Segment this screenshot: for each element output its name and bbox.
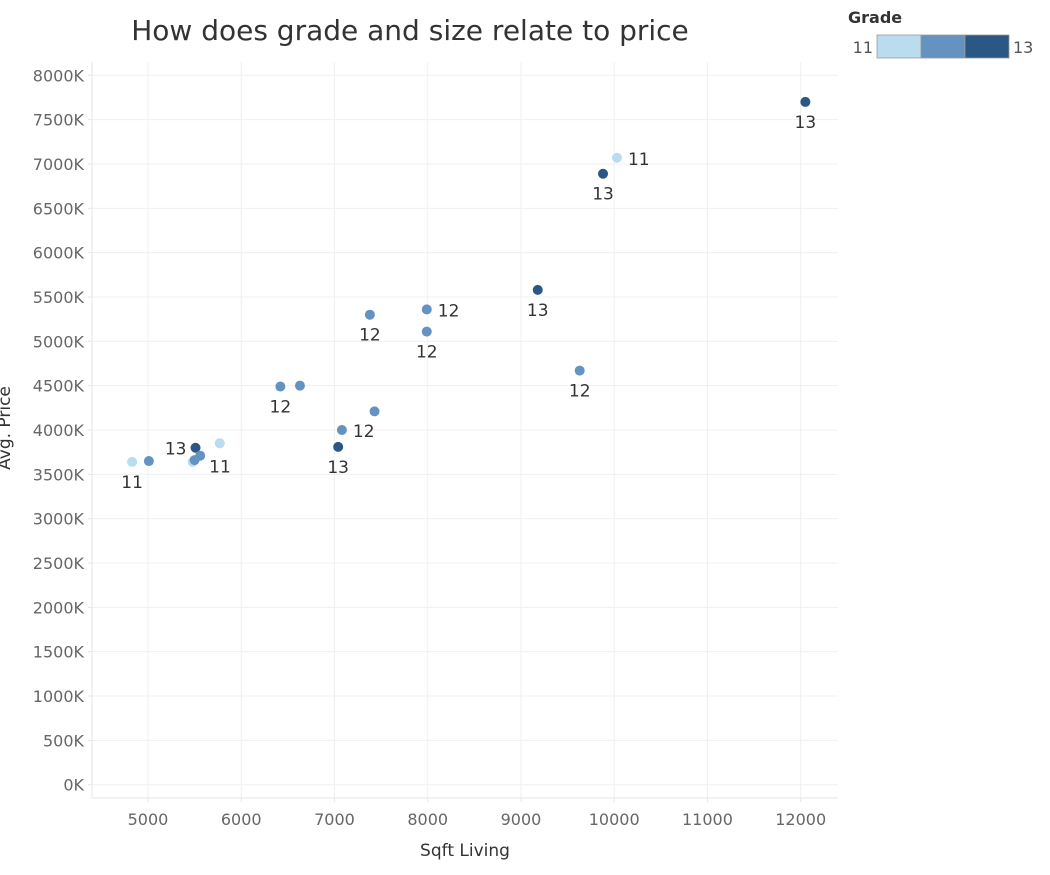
- scatter-point-grade-11[interactable]: [127, 456, 138, 467]
- y-tick-label: 6000K: [33, 244, 85, 263]
- y-tick-label: 5000K: [33, 332, 85, 351]
- scatter-point-grade-13[interactable]: [532, 284, 543, 295]
- grid-lines: [92, 62, 838, 798]
- legend-title: Grade: [848, 8, 902, 27]
- x-tick-label: 5000: [128, 810, 169, 829]
- scatter-point-grade-12[interactable]: [369, 406, 380, 417]
- scatter-point-grade-12[interactable]: [294, 380, 305, 391]
- y-tick-label: 4000K: [33, 421, 85, 440]
- scatter-point-grade-13[interactable]: [190, 442, 201, 453]
- scatter-point-grade-11[interactable]: [214, 438, 225, 449]
- y-tick-label: 0K: [63, 776, 84, 795]
- x-tick-label: 12000: [775, 810, 826, 829]
- y-tick-label: 500K: [43, 731, 85, 750]
- x-tick-label: 10000: [589, 810, 640, 829]
- point-label: 11: [628, 150, 650, 170]
- point-label: 13: [527, 301, 549, 321]
- legend-swatch-grade-13: [964, 34, 1010, 59]
- y-tick-label: 2500K: [33, 554, 85, 573]
- y-tick-label: 6500K: [33, 199, 85, 218]
- x-tick-label: 7000: [314, 810, 355, 829]
- point-label: 12: [353, 422, 375, 442]
- point-label: 13: [165, 440, 187, 460]
- x-tick-label: 6000: [221, 810, 262, 829]
- x-tick-label: 9000: [501, 810, 542, 829]
- chart-title: How does grade and size relate to price: [131, 14, 689, 47]
- point-label: 12: [416, 343, 438, 363]
- x-tick-label: 11000: [682, 810, 733, 829]
- y-tick-label: 4500K: [33, 377, 85, 396]
- y-tick-label: 1500K: [33, 643, 85, 662]
- point-label: 13: [795, 113, 817, 133]
- scatter-point-grade-12[interactable]: [336, 425, 347, 435]
- scatter-point-grade-12[interactable]: [574, 365, 585, 376]
- scatter-point-grade-12[interactable]: [421, 304, 432, 315]
- x-tick-label: 8000: [407, 810, 448, 829]
- x-axis-ticks: 5000 6000 7000 8000 9000 10000 11000 12000: [128, 798, 826, 829]
- scatter-point-grade-12[interactable]: [421, 326, 432, 337]
- y-tick-label: 5500K: [33, 288, 85, 307]
- grade-legend[interactable]: Grade 11 13: [848, 8, 1033, 59]
- data-points: [127, 96, 811, 467]
- point-label: 12: [438, 301, 460, 321]
- y-tick-label: 8000K: [33, 66, 85, 85]
- legend-min-label: 11: [853, 38, 873, 57]
- point-label: 11: [209, 458, 231, 478]
- y-axis-ticks: 0K 500K 1000K 1500K 2000K 2500K 3000K 3500K 4000…: [33, 66, 92, 795]
- scatter-point-grade-13[interactable]: [800, 96, 811, 107]
- x-axis-label: Sqft Living: [420, 841, 510, 861]
- scatter-point-grade-13[interactable]: [598, 168, 609, 179]
- y-tick-label: 7500K: [33, 111, 85, 130]
- scatter-point-grade-12[interactable]: [275, 381, 286, 392]
- scatter-point-grade-12[interactable]: [143, 456, 154, 467]
- y-tick-label: 3500K: [33, 465, 85, 484]
- y-tick-label: 3000K: [33, 510, 85, 529]
- point-label: 12: [270, 398, 292, 418]
- scatter-point-grade-13[interactable]: [333, 441, 344, 452]
- y-axis-label: Avg. Price: [0, 386, 15, 470]
- point-label: 12: [569, 382, 591, 402]
- point-label: 13: [592, 185, 614, 205]
- point-label: 11: [121, 473, 143, 493]
- y-tick-label: 7000K: [33, 155, 85, 174]
- scatter-point-grade-12[interactable]: [195, 450, 206, 461]
- scatter-point-grade-11[interactable]: [611, 152, 622, 163]
- y-tick-label: 2000K: [33, 598, 85, 617]
- scatter-point-grade-12[interactable]: [364, 309, 375, 320]
- legend-swatch-grade-11: [876, 34, 922, 59]
- point-label: 13: [327, 458, 349, 478]
- point-label: 12: [359, 326, 381, 346]
- legend-max-label: 13: [1013, 38, 1033, 57]
- y-tick-label: 1000K: [33, 687, 85, 706]
- legend-swatch-grade-12: [920, 34, 966, 59]
